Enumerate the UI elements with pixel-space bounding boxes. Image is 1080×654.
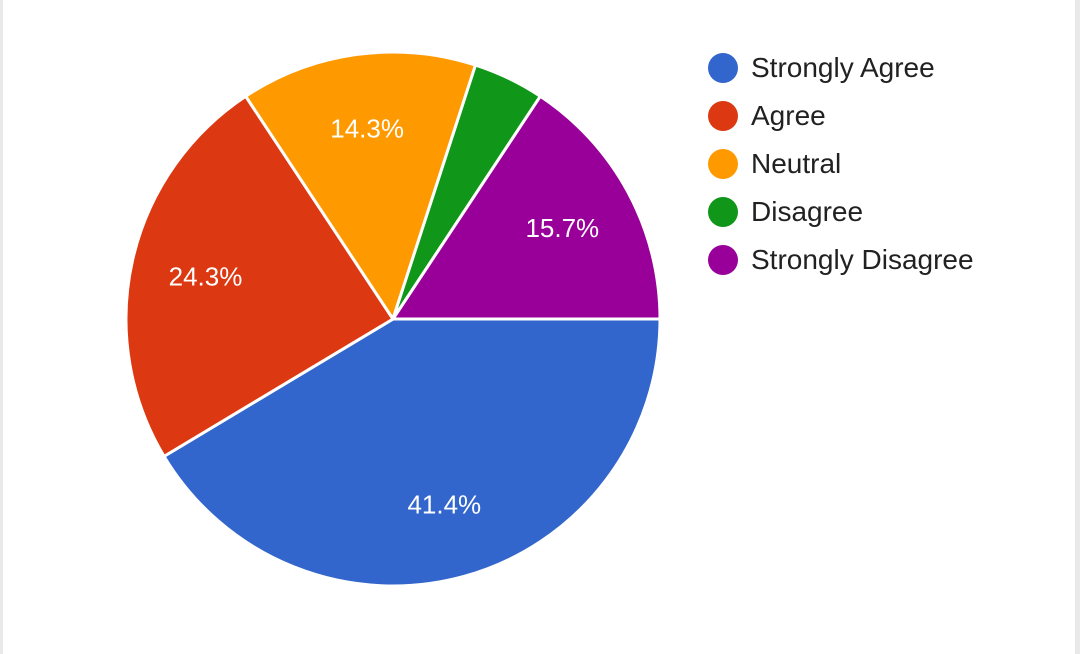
- pie-slice-agree: [124, 94, 395, 458]
- slice-label-strongly-disagree: 15.7%: [525, 213, 599, 243]
- legend-item-agree: Agree: [708, 92, 974, 140]
- legend-swatch-icon: [708, 149, 738, 179]
- legend-swatch-icon: [708, 197, 738, 227]
- pie-chart: 41.4% 24.3% 14.3% 15.7%: [124, 50, 662, 588]
- legend-swatch-icon: [708, 53, 738, 83]
- slice-label-neutral: 14.3%: [330, 114, 404, 144]
- legend-label: Neutral: [751, 148, 842, 179]
- pie-slice-strongly-agree: [162, 317, 662, 588]
- legend-item-strongly-agree: Strongly Agree: [708, 44, 974, 92]
- legend-item-neutral: Neutral: [708, 140, 974, 188]
- pie-slice-neutral: [244, 50, 478, 321]
- legend-label: Agree: [751, 100, 826, 131]
- pie-slice-labels: 41.4% 24.3% 14.3% 15.7%: [169, 114, 600, 520]
- legend-swatch-icon: [708, 245, 738, 275]
- legend-item-strongly-disagree: Strongly Disagree: [708, 236, 974, 284]
- legend-swatch-icon: [708, 101, 738, 131]
- chart-card: 41.4% 24.3% 14.3% 15.7% Strongly Agree Agree…: [3, 0, 1075, 654]
- legend-label: Strongly Disagree: [751, 244, 974, 275]
- legend-label: Disagree: [751, 196, 864, 227]
- pie-slices: [124, 50, 662, 588]
- pie-slice-strongly-disagree: [391, 94, 662, 321]
- slice-label-agree: 24.3%: [169, 261, 243, 291]
- legend-item-disagree: Disagree: [708, 188, 974, 236]
- chart-legend: Strongly Agree Agree Neutral Disagree Strong…: [708, 44, 974, 284]
- slice-label-strongly-agree: 41.4%: [407, 489, 481, 519]
- legend-label: Strongly Agree: [751, 52, 935, 83]
